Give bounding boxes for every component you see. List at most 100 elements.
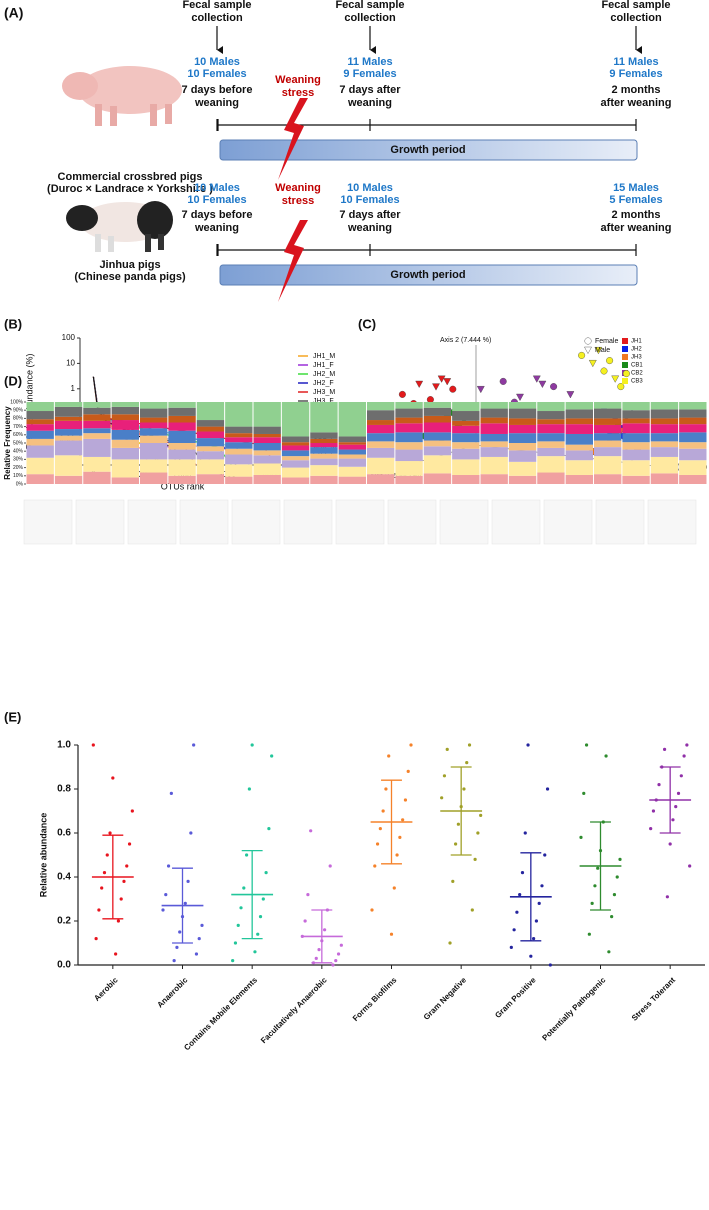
y-tick-label: 0.8 xyxy=(57,784,71,795)
point xyxy=(375,842,380,846)
bar-segment xyxy=(423,446,452,456)
bar-segment xyxy=(168,475,196,484)
point xyxy=(261,897,265,901)
collection-label: Fecal sample xyxy=(335,0,404,11)
bar-segment xyxy=(508,450,537,462)
growth-label: Growth period xyxy=(390,144,465,156)
point xyxy=(476,386,485,394)
point xyxy=(445,747,449,752)
bar-segment xyxy=(83,414,111,421)
bar-segment xyxy=(310,447,338,454)
bar-segment xyxy=(452,425,480,434)
point xyxy=(161,908,165,912)
sample-count: 10 Females xyxy=(187,68,246,80)
bar-segment xyxy=(111,406,139,415)
collection-label: collection xyxy=(191,12,243,24)
point xyxy=(499,377,507,385)
bar-segment xyxy=(281,450,310,457)
point xyxy=(127,842,132,846)
bar-segment xyxy=(196,438,225,447)
legend-swatch xyxy=(622,378,628,384)
point xyxy=(676,791,681,796)
bar-segment xyxy=(253,443,281,451)
point xyxy=(339,943,343,947)
bar-segment xyxy=(594,440,622,448)
point xyxy=(415,380,424,389)
legend-label: JH3 xyxy=(631,355,642,361)
bar-segment xyxy=(594,408,622,419)
point xyxy=(233,941,238,945)
bar-segment xyxy=(650,424,679,434)
y-tick-label: 90% xyxy=(13,408,24,414)
legend-swatch xyxy=(622,362,628,368)
bar-segment xyxy=(650,447,679,457)
bar-segment xyxy=(310,432,338,439)
legend-block xyxy=(127,499,177,545)
point xyxy=(532,375,541,383)
bar-segment xyxy=(310,438,338,443)
point xyxy=(334,959,338,963)
panel-label: (D) xyxy=(4,373,22,388)
bar-segment xyxy=(622,402,650,411)
y-tick-label: 0% xyxy=(16,481,24,487)
point xyxy=(401,818,405,822)
bar-segment xyxy=(83,402,111,408)
bar-segment xyxy=(54,420,83,430)
legend-label: CB2 xyxy=(631,371,643,377)
bar-segment xyxy=(83,471,111,484)
legend-block xyxy=(491,499,541,545)
legend-label: Female xyxy=(595,338,618,345)
point xyxy=(169,791,173,796)
bar-segment xyxy=(168,430,196,443)
bar-segment xyxy=(480,456,508,475)
point xyxy=(373,864,377,868)
point xyxy=(437,375,446,383)
bar-segment xyxy=(310,458,338,466)
sample-count: 11 Males xyxy=(347,56,392,68)
bar-segment xyxy=(622,449,650,461)
growth-bar xyxy=(219,264,638,286)
point xyxy=(467,743,472,747)
timepoint-label: 2 months xyxy=(612,209,661,221)
collection-label: collection xyxy=(610,12,662,24)
point xyxy=(617,383,625,391)
y-tick-label: 70% xyxy=(13,424,24,430)
timepoint-label: 7 days after xyxy=(339,209,401,221)
sample-count: 10 Males xyxy=(194,182,240,194)
bar-segment xyxy=(111,439,139,448)
point xyxy=(518,893,522,897)
point xyxy=(473,857,477,862)
bar-segment xyxy=(679,460,707,475)
bar-segment xyxy=(395,402,423,409)
bar-segment xyxy=(537,441,565,448)
point xyxy=(270,754,274,758)
legend-block xyxy=(283,499,333,545)
point xyxy=(649,827,653,831)
point xyxy=(236,923,240,928)
bar-segment xyxy=(281,436,310,443)
bar-segment xyxy=(367,424,395,434)
axis-label: Axis 2 (7.444 %) xyxy=(440,337,491,344)
point xyxy=(674,805,678,809)
x-tick-label: Anaerobic xyxy=(155,975,189,1009)
sample-count: 9 Females xyxy=(343,68,396,80)
point xyxy=(604,754,608,758)
bar-segment xyxy=(196,431,225,439)
bar-segment xyxy=(452,459,480,475)
bar-segment xyxy=(338,466,366,477)
bar-segment xyxy=(281,445,310,451)
x-axis-label: OTUs rank xyxy=(161,481,205,491)
bar-segment xyxy=(26,402,54,412)
bar-segment xyxy=(679,402,707,410)
point xyxy=(94,937,98,941)
sample-count: 10 Males xyxy=(347,182,393,194)
bar-segment xyxy=(253,463,281,475)
bar-segment xyxy=(565,474,593,484)
bar-segment xyxy=(111,477,139,484)
bar-segment xyxy=(565,450,593,461)
y-axis-label: Relative abundance xyxy=(38,813,48,898)
legend-block xyxy=(335,499,385,545)
point xyxy=(668,842,672,846)
point xyxy=(183,901,187,906)
point xyxy=(306,893,310,897)
